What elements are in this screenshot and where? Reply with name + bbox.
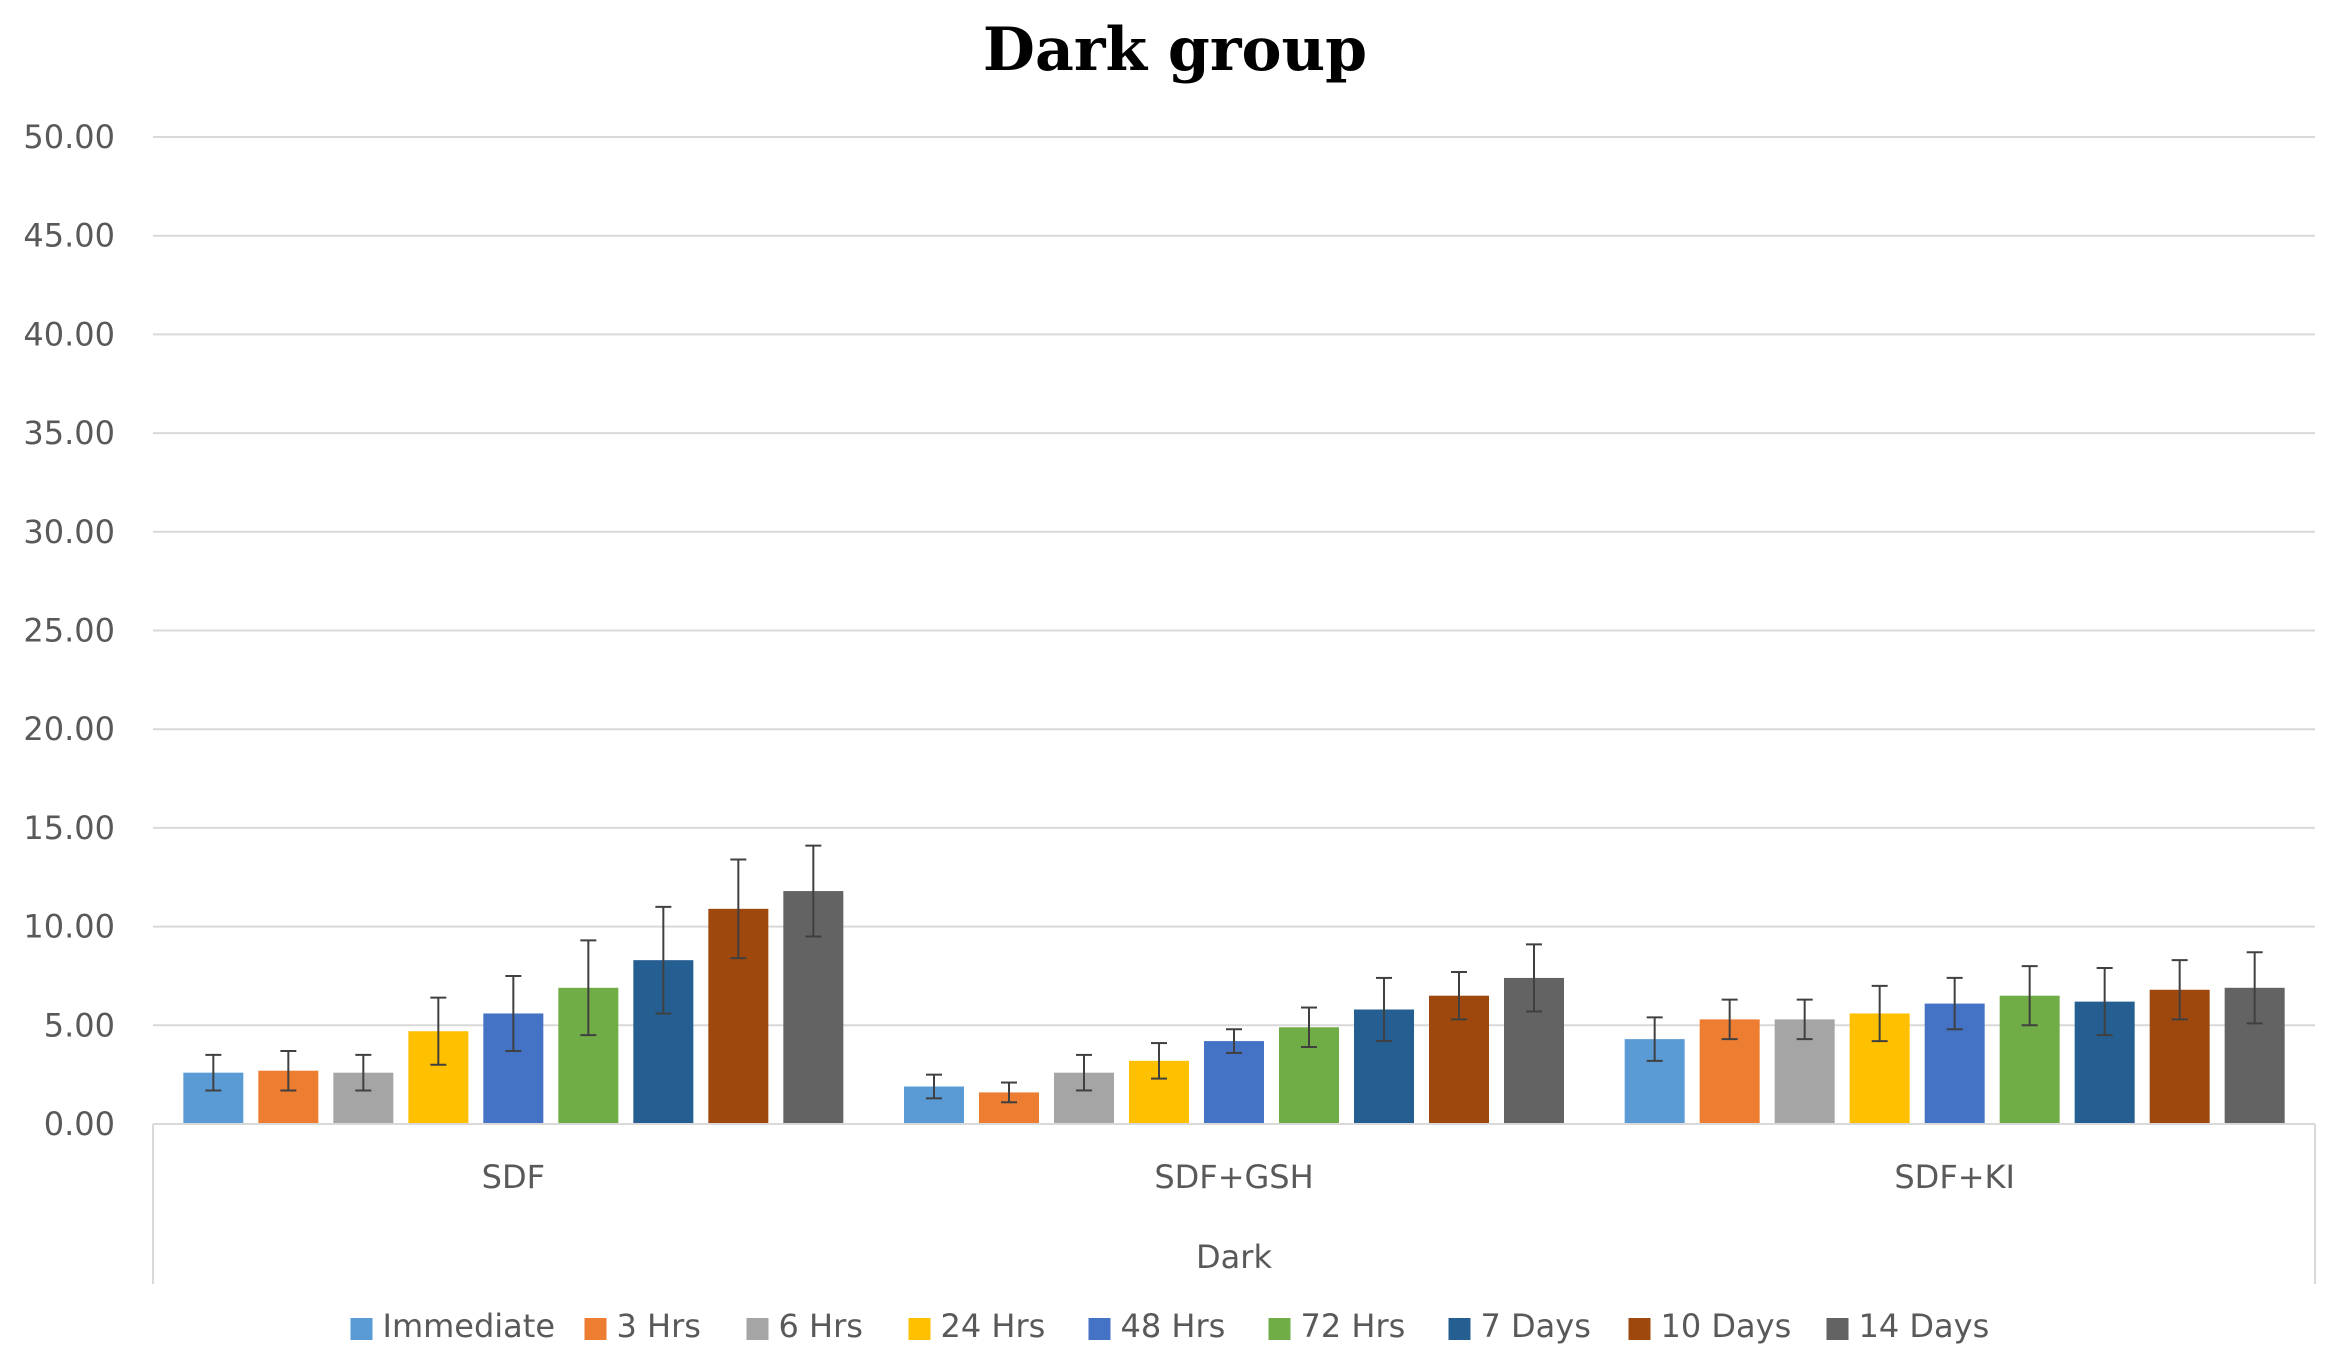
y-tick-label: 40.00 bbox=[23, 315, 115, 353]
y-tick-label: 15.00 bbox=[23, 809, 115, 847]
error-bar bbox=[2021, 965, 2038, 1027]
y-axis-tick-labels: 0.00 5.00 10.00 15.00 20.00 25.00 30.00 35.00 40… bbox=[23, 118, 115, 1143]
error-bar bbox=[926, 1073, 942, 1100]
legend-item: 72 Hrs bbox=[1268, 1307, 1406, 1345]
legend-swatch bbox=[1826, 1318, 1849, 1340]
error-bar bbox=[1451, 971, 1467, 1021]
legend-label: 7 Days bbox=[1481, 1307, 1591, 1345]
error-bar bbox=[580, 939, 597, 1037]
legend-item: Immediate bbox=[350, 1307, 556, 1345]
error-bar bbox=[805, 844, 822, 938]
error-bar bbox=[430, 996, 447, 1066]
error-bar bbox=[1871, 984, 1888, 1043]
legend-item: 10 Days bbox=[1628, 1307, 1792, 1345]
error-bar bbox=[1226, 1028, 1242, 1054]
error-bar bbox=[1151, 1042, 1167, 1080]
error-bar bbox=[1526, 943, 1542, 1013]
y-tick-label: 45.00 bbox=[23, 217, 115, 255]
legend-swatch bbox=[1448, 1318, 1471, 1340]
bar-sdf-gsh-48-hrs bbox=[1204, 1041, 1264, 1124]
x-category-label: SDF bbox=[482, 1158, 545, 1196]
legend-label: 6 Hrs bbox=[779, 1307, 863, 1345]
error-bar bbox=[1301, 1006, 1317, 1049]
y-tick-label: 35.00 bbox=[23, 414, 115, 452]
x-axis-group-label: Dark bbox=[1196, 1238, 1272, 1276]
x-category-label: SDF+KI bbox=[1894, 1158, 2015, 1196]
legend-item: 14 Days bbox=[1826, 1307, 1990, 1345]
y-tick-label: 50.00 bbox=[23, 118, 115, 156]
error-bar bbox=[1076, 1053, 1092, 1092]
error-bar bbox=[1796, 998, 1813, 1041]
legend-label: 72 Hrs bbox=[1301, 1307, 1406, 1345]
error-bar bbox=[205, 1053, 222, 1092]
error-bar bbox=[1376, 976, 1392, 1043]
legend-label: 14 Days bbox=[1859, 1307, 1990, 1345]
error-bar bbox=[505, 974, 522, 1052]
y-tick-label: 5.00 bbox=[44, 1006, 115, 1044]
error-bar bbox=[2171, 959, 2188, 1021]
legend-swatch bbox=[908, 1318, 931, 1340]
legend-label: 3 Hrs bbox=[617, 1307, 701, 1345]
x-category-label: SDF+GSH bbox=[1154, 1158, 1313, 1196]
x-axis: Dark SDF SDF+GSH SDF+KI bbox=[152, 1123, 2316, 1284]
legend-item: 24 Hrs bbox=[908, 1307, 1046, 1345]
legend-item: 48 Hrs bbox=[1088, 1307, 1226, 1345]
gridlines bbox=[153, 136, 2315, 1027]
legend-label: 24 Hrs bbox=[941, 1307, 1046, 1345]
legend-swatch bbox=[1088, 1318, 1111, 1340]
error-bar bbox=[655, 905, 672, 1015]
error-bar bbox=[730, 858, 747, 960]
legend-item: 7 Days bbox=[1448, 1307, 1591, 1345]
error-bar bbox=[1001, 1081, 1017, 1104]
legend-swatch bbox=[1268, 1318, 1291, 1340]
error-bar bbox=[355, 1053, 372, 1092]
error-bar bbox=[1646, 1016, 1663, 1062]
legend-label: 10 Days bbox=[1661, 1307, 1792, 1345]
error-bar bbox=[1721, 998, 1738, 1041]
y-tick-label: 25.00 bbox=[23, 612, 115, 650]
chart-title: Dark group bbox=[983, 15, 1367, 85]
error-bar bbox=[2246, 951, 2263, 1025]
legend-item: 3 Hrs bbox=[584, 1307, 701, 1345]
legend: Immediate 3 Hrs 6 Hrs 24 Hrs 48 Hrs 72 Hrs 7 D… bbox=[350, 1307, 1990, 1345]
legend-swatch bbox=[350, 1318, 373, 1340]
legend-swatch bbox=[584, 1318, 607, 1340]
error-bar bbox=[1946, 976, 1963, 1031]
y-tick-label: 0.00 bbox=[44, 1105, 115, 1143]
legend-label: 48 Hrs bbox=[1121, 1307, 1226, 1345]
y-tick-label: 30.00 bbox=[23, 513, 115, 551]
y-tick-label: 20.00 bbox=[23, 710, 115, 748]
legend-swatch bbox=[746, 1318, 769, 1340]
error-bar bbox=[280, 1049, 297, 1092]
legend-item: 6 Hrs bbox=[746, 1307, 863, 1345]
error-bars bbox=[205, 844, 2263, 1104]
y-tick-label: 10.00 bbox=[23, 908, 115, 946]
legend-swatch bbox=[1628, 1318, 1651, 1340]
error-bar bbox=[2096, 967, 2113, 1037]
legend-label: Immediate bbox=[383, 1307, 556, 1345]
